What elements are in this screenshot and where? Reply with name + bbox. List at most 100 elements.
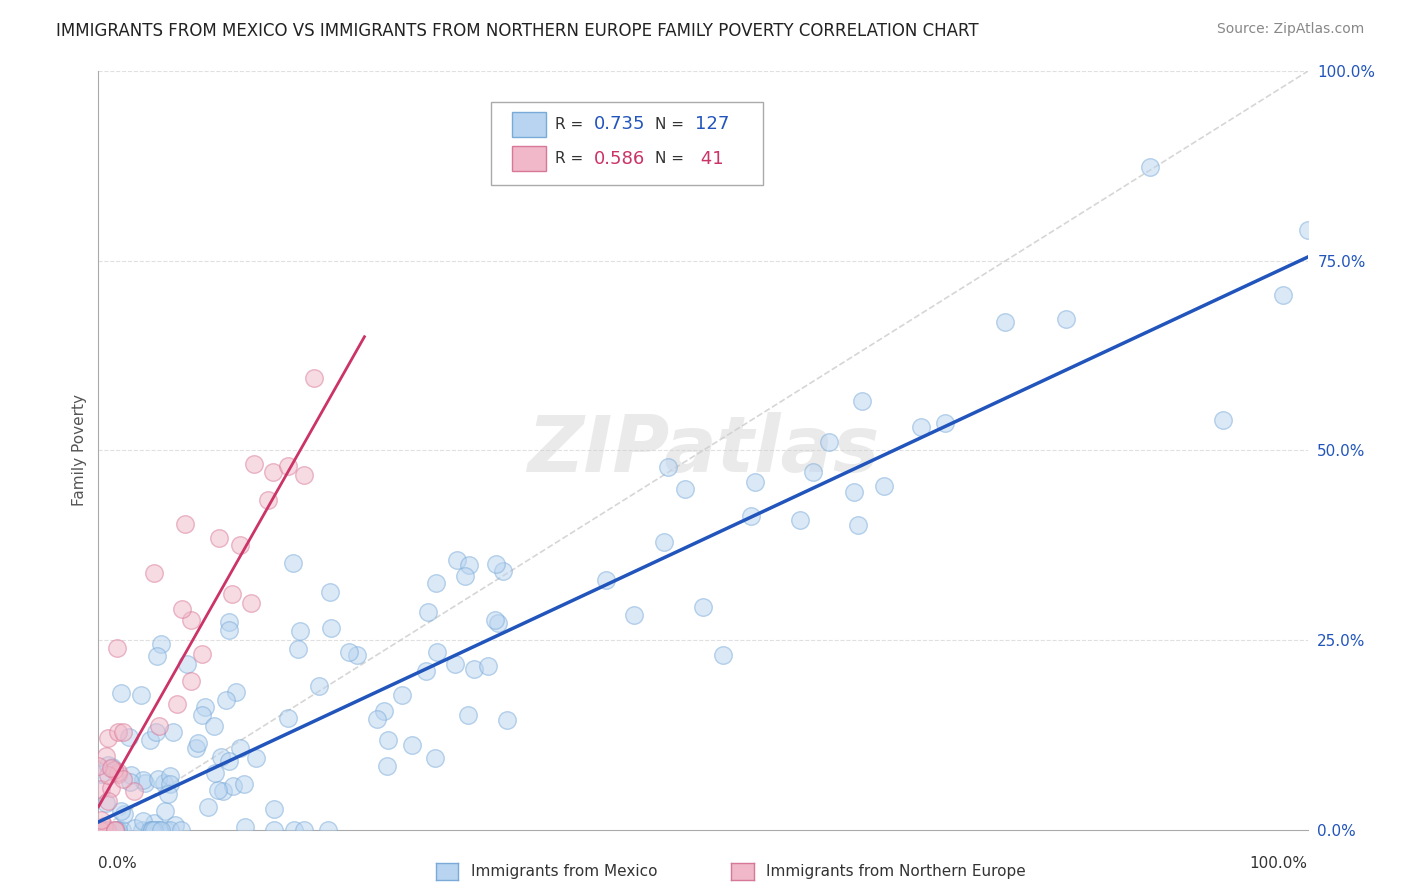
Point (221, 587, 243, 601)
Point (139, 733, 162, 747)
Point (180, 673, 202, 688)
Point (457, 708, 479, 723)
Point (242, 458, 264, 472)
Point (208, 531, 231, 545)
Point (148, 719, 170, 733)
Point (149, 822, 172, 837)
Point (159, 777, 181, 791)
Point (90, 767, 112, 781)
Point (104, 822, 127, 837)
FancyBboxPatch shape (492, 102, 763, 186)
Point (120, 768, 142, 782)
Point (453, 569, 475, 583)
Point (142, 566, 165, 581)
Point (97, 758, 120, 772)
Point (218, 624, 240, 638)
Point (277, 459, 299, 474)
Point (229, 538, 252, 552)
Text: N =: N = (655, 117, 689, 132)
Point (229, 741, 252, 756)
Point (103, 763, 125, 777)
Point (443, 657, 465, 671)
Text: R =: R = (555, 151, 589, 166)
Point (104, 822, 127, 837)
Point (155, 822, 177, 837)
Point (623, 607, 645, 622)
Point (934, 417, 956, 431)
Point (111, 724, 134, 739)
Point (292, 822, 315, 837)
Point (105, 641, 128, 656)
Point (239, 596, 262, 610)
Point (463, 662, 485, 676)
Text: IMMIGRANTS FROM MEXICO VS IMMIGRANTS FROM NORTHERN EUROPE FAMILY POVERTY CORRELA: IMMIGRANTS FROM MEXICO VS IMMIGRANTS FRO… (56, 22, 979, 40)
Point (157, 787, 180, 801)
Point (204, 765, 226, 780)
Point (391, 688, 413, 702)
Text: 0.735: 0.735 (595, 115, 645, 134)
Point (245, 750, 267, 764)
Point (202, 718, 225, 732)
Point (107, 764, 129, 779)
Point (994, 315, 1017, 329)
Point (132, 773, 155, 788)
Point (150, 637, 173, 651)
Text: 0.586: 0.586 (595, 150, 645, 168)
Point (263, 802, 285, 816)
Point (416, 605, 439, 619)
Point (477, 659, 499, 673)
Point (94, 796, 117, 810)
Point (848, 518, 870, 533)
Point (425, 751, 447, 765)
Point (107, 767, 129, 781)
Point (910, 420, 932, 434)
Point (595, 573, 617, 587)
Point (1272, 288, 1295, 302)
Point (801, 465, 824, 479)
Point (401, 739, 423, 753)
Point (96, 822, 118, 837)
Point (87, 822, 110, 837)
Point (316, 822, 339, 837)
Point (122, 783, 145, 797)
Point (218, 615, 240, 629)
Point (191, 708, 214, 723)
Point (373, 704, 395, 718)
Point (277, 711, 299, 725)
Point (118, 730, 141, 744)
Y-axis label: Family Poverty: Family Poverty (72, 394, 87, 507)
Point (132, 814, 155, 828)
Point (377, 733, 399, 747)
Point (104, 822, 127, 837)
Point (304, 371, 326, 385)
Point (97, 731, 120, 745)
Point (187, 736, 209, 750)
Point (673, 483, 696, 497)
Point (139, 822, 162, 837)
Bar (512, 112, 546, 137)
Text: 41: 41 (695, 150, 723, 168)
Point (112, 807, 135, 822)
Text: Immigrants from Mexico: Immigrants from Mexico (471, 864, 658, 879)
Point (176, 657, 198, 671)
Point (233, 820, 256, 834)
Point (744, 475, 766, 489)
Point (740, 509, 762, 524)
Point (110, 805, 132, 819)
Bar (512, 146, 546, 171)
Point (194, 699, 217, 714)
Point (654, 534, 676, 549)
Point (166, 698, 188, 712)
Point (129, 688, 152, 702)
Point (162, 725, 184, 739)
Point (155, 804, 177, 818)
Point (486, 615, 509, 630)
Point (93, 819, 115, 833)
Point (180, 614, 202, 628)
Point (319, 621, 342, 635)
Point (87, 759, 110, 773)
Point (89, 814, 111, 828)
Point (292, 467, 315, 482)
Point (308, 680, 330, 694)
Point (377, 759, 399, 773)
